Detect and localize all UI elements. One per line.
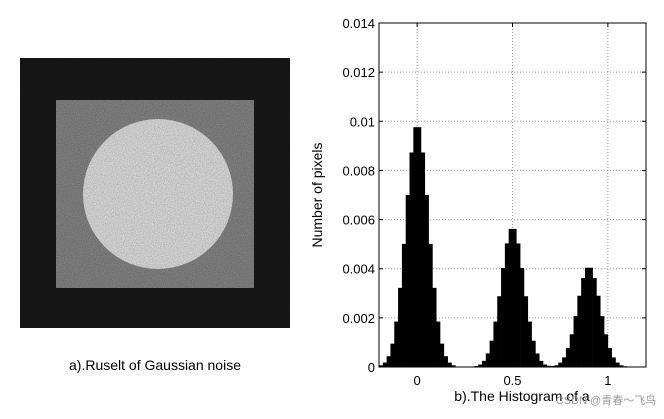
bar [520,268,524,367]
bar [383,363,387,367]
bar [524,296,528,367]
bar [509,229,513,367]
bar [436,322,440,367]
bar [604,334,608,367]
bar [448,363,452,367]
y-tick-label: 0.002 [342,311,375,326]
bar [429,244,433,367]
bar [570,334,574,367]
bar [600,316,604,367]
bar [390,344,394,367]
noisy-image [20,58,290,328]
bar [589,268,593,367]
y-tick-label: 0.004 [342,262,375,277]
y-tick-label: 0.012 [342,65,375,80]
bar [539,361,543,367]
bar [410,152,414,367]
bar [505,243,509,367]
bar [490,341,494,367]
bar [558,363,562,367]
bar [585,268,589,367]
bar [406,195,410,367]
bar [528,322,532,367]
bar [615,363,619,367]
bar [593,278,597,367]
bar [581,278,585,367]
y-axis-label: Number of pixels [309,142,325,247]
x-tick-label: 1 [604,373,611,388]
histogram: 0 0.5 1 0 0.002 0.004 0.006 0.008 0.01 0.012 0.014 [342,16,646,388]
watermark: CSDN @青春～飞鸟 [556,393,656,407]
bar [493,322,497,367]
y-tick-label: 0.008 [342,163,375,178]
bar [501,268,505,367]
bar [421,152,425,367]
y-tick-label: 0 [368,360,375,375]
bar [596,296,600,367]
y-tick-label: 0.01 [350,114,375,129]
bar [532,341,536,367]
x-tick-label: 0 [414,373,421,388]
bar [513,229,517,367]
bar [417,127,421,367]
bar [387,356,391,367]
y-tick-label: 0.006 [342,213,375,228]
bar [577,296,581,367]
bar [612,357,616,367]
bar [566,348,570,367]
bar [516,243,520,367]
bar [608,348,612,367]
image-caption: a).Ruselt of Gaussian noise [69,357,241,373]
bar [398,288,402,367]
bar [402,244,406,367]
y-tick-label: 0.014 [342,16,375,31]
bar [432,288,436,367]
bar [562,357,566,367]
bar [574,316,578,367]
bar [535,353,539,367]
bar [413,127,417,367]
bar [497,296,501,367]
bar [486,353,490,367]
bar [482,361,486,367]
bar [440,344,444,367]
bar [394,322,398,367]
bar [425,195,429,367]
x-tick-label: 0.5 [503,373,521,388]
bar [444,356,448,367]
